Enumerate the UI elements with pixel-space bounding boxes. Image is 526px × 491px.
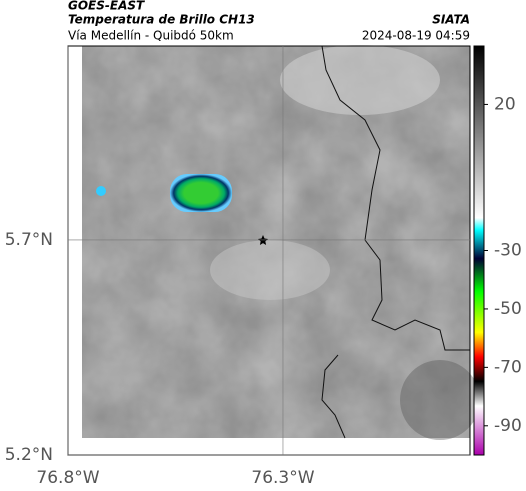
y-tick-label: 5.7°N [5,230,53,250]
colorbar-label: -70 [494,357,522,377]
x-tick-label: 76.3°W [251,468,314,488]
title: Temperatura de Brillo CH13 [68,13,255,27]
satellite-image [82,45,480,440]
satellite: GOES-EAST [68,0,145,13]
colorbar-label: -50 [494,299,522,319]
timestamp: 2024-08-19 04:59 [362,29,470,43]
colorbar [473,45,485,456]
y-tick-label: 5.2°N [5,445,53,465]
colorbar-label: 20 [494,94,516,114]
colorbar-label: -30 [494,241,522,261]
colorbar-label: -90 [494,416,522,436]
x-tick-label: 76.8°W [36,468,99,488]
route: Vía Medellín - Quibdó 50km [68,29,234,43]
source: SIATA [432,13,470,27]
